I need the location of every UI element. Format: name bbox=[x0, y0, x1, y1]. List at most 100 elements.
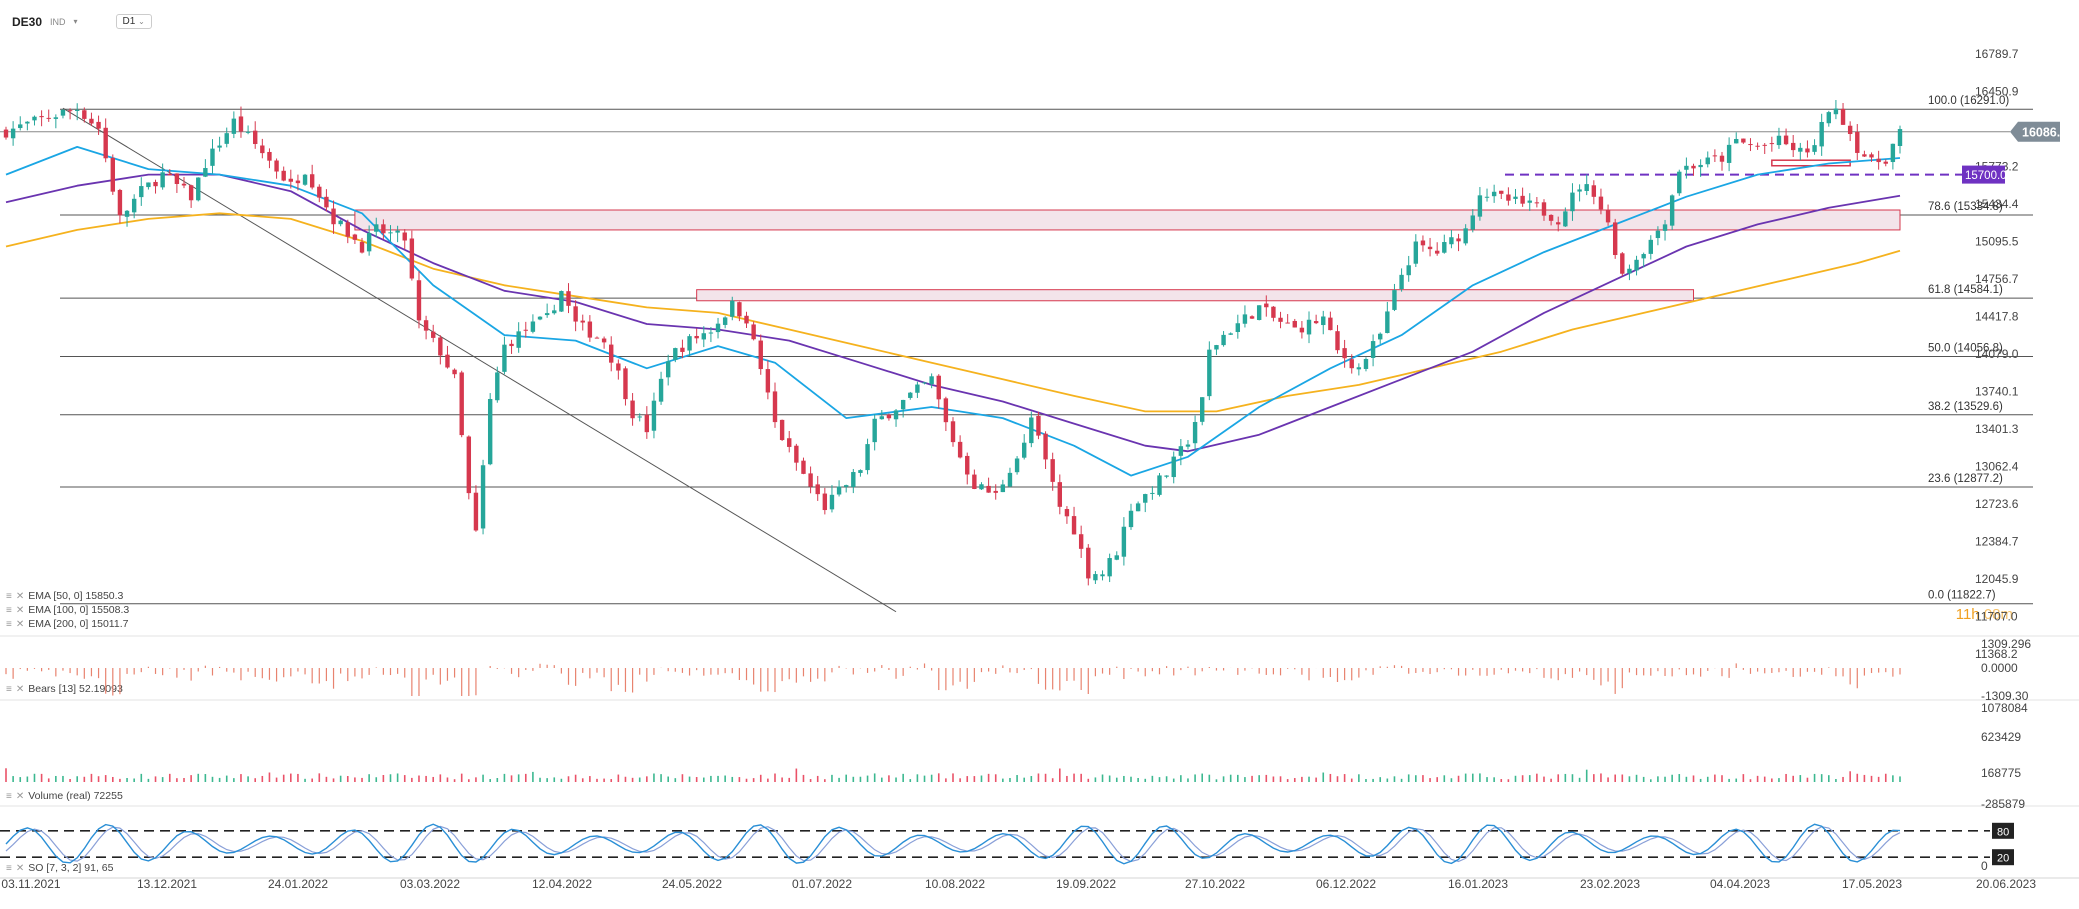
candle-body bbox=[1000, 484, 1006, 493]
candle-body bbox=[388, 232, 393, 234]
candle-body bbox=[1413, 241, 1419, 264]
candle-body bbox=[1071, 516, 1077, 535]
candle-body bbox=[1840, 108, 1846, 125]
candle-body bbox=[324, 196, 329, 208]
chevron-down-icon[interactable]: ▾ bbox=[73, 17, 78, 26]
symbol-label[interactable]: DE30 bbox=[12, 14, 43, 29]
candle-body bbox=[737, 302, 742, 317]
candle-body bbox=[1776, 135, 1782, 146]
candle-body bbox=[1627, 268, 1632, 274]
candle-body bbox=[1321, 316, 1326, 326]
candle-body bbox=[1228, 333, 1233, 335]
volume-tick-label: -285879 bbox=[1981, 797, 2025, 811]
candle-body bbox=[1221, 334, 1226, 346]
candle-body bbox=[573, 306, 578, 322]
ema100-legend[interactable]: ≡ ✕ EMA [100, 0] 15508.3 bbox=[6, 604, 130, 616]
candle-body bbox=[82, 110, 87, 119]
candle-body bbox=[1292, 320, 1297, 328]
candle-body bbox=[1363, 358, 1369, 369]
candle-body bbox=[1662, 224, 1668, 231]
price-tick-label: 14417.8 bbox=[1975, 309, 2019, 323]
close-icon: ✕ bbox=[15, 590, 25, 602]
candle-body bbox=[1669, 195, 1675, 226]
candle-body bbox=[537, 316, 543, 320]
candle-body bbox=[295, 180, 301, 184]
candle-body bbox=[1712, 155, 1718, 157]
candle-body bbox=[1833, 108, 1839, 115]
candle-body bbox=[701, 333, 706, 340]
candle-body bbox=[972, 474, 977, 489]
close-icon: ✕ bbox=[15, 604, 25, 616]
candle-body bbox=[922, 382, 927, 384]
candle-body bbox=[452, 369, 457, 375]
candle-body bbox=[317, 186, 322, 198]
candle-body bbox=[1506, 194, 1511, 201]
ema200-legend[interactable]: ≡ ✕ EMA [200, 0] 15011.7 bbox=[6, 618, 129, 630]
candle-body bbox=[1121, 526, 1127, 557]
candle-body bbox=[3, 129, 9, 138]
candle-body bbox=[651, 400, 657, 431]
candle-body bbox=[1826, 112, 1831, 124]
candle-body bbox=[253, 130, 258, 145]
candle-body bbox=[1527, 200, 1532, 203]
date-tick-label: 03.11.2021 bbox=[1, 877, 60, 891]
candle-body bbox=[260, 145, 265, 154]
candle-body bbox=[1847, 125, 1853, 135]
candle-body bbox=[843, 485, 849, 487]
candle-body bbox=[1677, 171, 1682, 194]
candle-body bbox=[893, 410, 899, 420]
candle-body bbox=[103, 127, 108, 159]
candle-body bbox=[1178, 446, 1184, 456]
bears-legend[interactable]: ≡ ✕ Bears [13] 52.19093 bbox=[6, 683, 123, 695]
candle-body bbox=[1563, 211, 1568, 227]
candle-body bbox=[395, 230, 400, 233]
candle-body bbox=[1520, 195, 1525, 204]
candle-body bbox=[658, 378, 664, 402]
candle-body bbox=[53, 117, 59, 119]
candle-body bbox=[281, 170, 286, 181]
candle-body bbox=[687, 336, 692, 351]
candle-body bbox=[1684, 165, 1689, 170]
candle-body bbox=[1719, 155, 1725, 162]
candle-body bbox=[231, 118, 237, 134]
candle-body bbox=[495, 372, 500, 401]
date-tick-label: 24.05.2022 bbox=[662, 877, 722, 891]
candle-body bbox=[466, 436, 472, 494]
so-main-line bbox=[5, 823, 1901, 865]
candle-body bbox=[1235, 323, 1241, 333]
so-level-label: 80 bbox=[1997, 826, 2009, 838]
candle-body bbox=[1442, 242, 1447, 253]
candle-body bbox=[936, 375, 941, 400]
last-price-badge bbox=[2010, 121, 2060, 142]
candle-body bbox=[1299, 327, 1305, 333]
key-level-badge bbox=[1962, 165, 2005, 184]
so-legend[interactable]: ≡ ✕ SO [7, 3, 2] 91, 65 bbox=[6, 862, 114, 874]
ema50-legend[interactable]: ≡ ✕ EMA [50, 0] 15850.3 bbox=[6, 590, 124, 602]
candle-body bbox=[1157, 475, 1162, 495]
candle-body bbox=[487, 399, 493, 465]
candle-body bbox=[836, 486, 842, 495]
candle-body bbox=[1057, 482, 1063, 507]
candle-body bbox=[1499, 190, 1504, 194]
date-tick-label: 10.08.2022 bbox=[925, 877, 985, 891]
candle-body bbox=[601, 338, 607, 343]
candle-body bbox=[1078, 534, 1084, 549]
candle-body bbox=[1755, 145, 1760, 147]
candle-body bbox=[580, 320, 585, 323]
candle-body bbox=[1605, 209, 1611, 223]
timeframe-select[interactable]: D1 ⌄ bbox=[115, 14, 152, 29]
menu-icon: ≡ bbox=[6, 790, 12, 802]
candle-body bbox=[274, 160, 279, 172]
candle-body bbox=[1434, 250, 1440, 254]
candle-body bbox=[110, 157, 116, 192]
volume-legend[interactable]: ≡ ✕ Volume (real) 72255 bbox=[6, 790, 123, 802]
candle-body bbox=[1513, 196, 1518, 199]
candle-body bbox=[1043, 433, 1048, 460]
candle-body bbox=[1463, 228, 1468, 244]
candle-body bbox=[886, 414, 892, 419]
candle-body bbox=[224, 133, 229, 144]
menu-icon: ≡ bbox=[6, 604, 12, 616]
candle-body bbox=[1014, 458, 1020, 473]
date-tick-label: 03.03.2022 bbox=[400, 877, 460, 891]
